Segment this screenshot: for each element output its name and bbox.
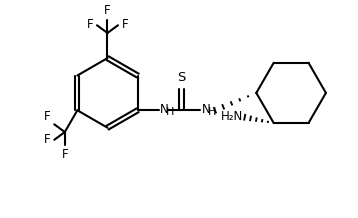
- Text: F: F: [104, 3, 111, 17]
- Text: S: S: [177, 71, 185, 84]
- Text: F: F: [44, 133, 50, 146]
- Text: F: F: [122, 18, 129, 31]
- Text: F: F: [87, 18, 93, 31]
- Text: N: N: [160, 103, 169, 116]
- Text: F: F: [44, 110, 50, 123]
- Text: H: H: [208, 107, 216, 117]
- Text: F: F: [62, 148, 68, 162]
- Text: H: H: [166, 107, 174, 117]
- Text: N: N: [202, 103, 210, 116]
- Text: H₂N: H₂N: [221, 110, 243, 123]
